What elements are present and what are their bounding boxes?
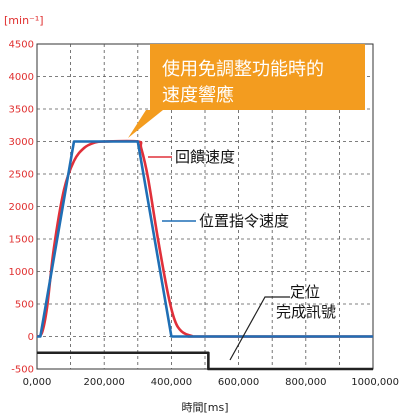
x-tick-label: 1000,000 xyxy=(351,377,399,388)
y-tick-label: 4000 xyxy=(9,72,34,83)
label-position-command-speed: 位置指令速度 xyxy=(199,212,289,230)
callout: 使用免調整功能時的 速度響應 xyxy=(128,44,365,138)
tick-labels: -500 0 500 1000 1500 2000 2500 3000 3500 4000 4500… xyxy=(9,40,399,389)
y-tick-label: 1000 xyxy=(9,267,34,278)
y-tick-label: 2000 xyxy=(9,202,34,213)
x-axis-label: 時間[ms] xyxy=(181,401,228,414)
x-tick-label: 200,000 xyxy=(84,377,125,388)
y-tick-label: 2500 xyxy=(9,170,34,181)
y-tick-label: 3500 xyxy=(9,105,34,116)
annotation-feedback: 回饋速度 xyxy=(148,148,235,166)
callout-box xyxy=(128,44,365,138)
x-tick-label: 0,000 xyxy=(23,377,52,388)
y-tick-label: 500 xyxy=(15,300,34,311)
annotation-positioning: 定位 完成訊號 xyxy=(229,283,336,361)
x-tick-label: 400,000 xyxy=(151,377,192,388)
series-lines xyxy=(36,139,374,371)
x-tick-label: 600,000 xyxy=(218,377,259,388)
callout-line-1: 使用免調整功能時的 xyxy=(162,59,324,80)
leader-positioning xyxy=(229,296,290,361)
y-tick-label: 3000 xyxy=(9,137,34,148)
label-feedback-speed: 回饋速度 xyxy=(175,148,235,166)
series-feedback-speed xyxy=(36,139,374,338)
label-positioning-line-1: 定位 xyxy=(290,283,320,301)
y-tick-label: 1500 xyxy=(9,235,34,246)
x-tick-label: 800,000 xyxy=(285,377,326,388)
y-unit-label: [min⁻¹] xyxy=(4,14,44,27)
annotation-command: 位置指令速度 xyxy=(162,212,289,230)
callout-line-2: 速度響應 xyxy=(162,84,234,106)
y-tick-label: 4500 xyxy=(9,40,34,51)
series-position-command-speed xyxy=(37,140,373,338)
y-tick-label: 0 xyxy=(28,332,34,343)
series-positioning-complete xyxy=(37,351,373,371)
label-positioning-line-2: 完成訊號 xyxy=(276,303,336,321)
y-tick-label: -500 xyxy=(11,365,34,376)
